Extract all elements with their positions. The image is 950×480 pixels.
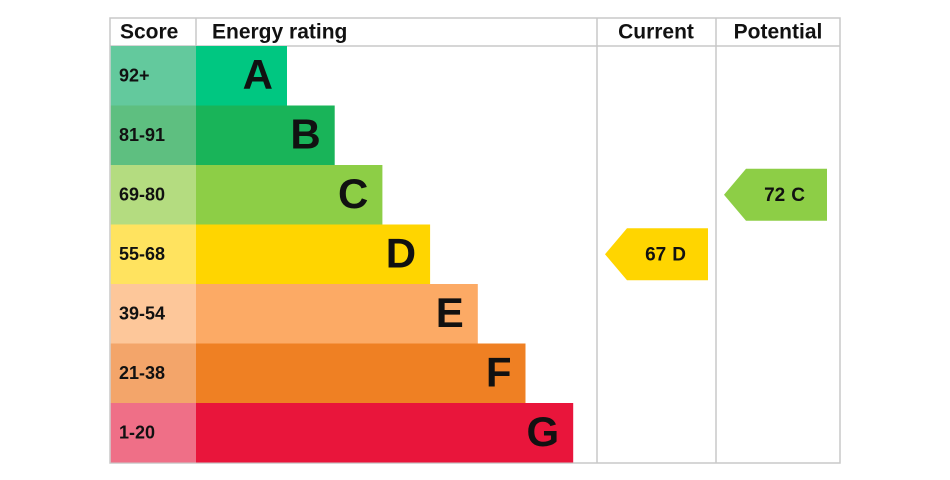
score-cell bbox=[110, 343, 196, 403]
rating-bar bbox=[196, 105, 335, 165]
rating-letter: A bbox=[243, 51, 273, 98]
rating-bar bbox=[196, 284, 478, 344]
rating-bar bbox=[196, 403, 574, 463]
score-range: 1-20 bbox=[119, 423, 155, 443]
score-range: 69-80 bbox=[119, 185, 165, 205]
header-score: Score bbox=[120, 21, 178, 44]
score-cell bbox=[110, 165, 196, 225]
current-score: 67 bbox=[645, 244, 666, 265]
score-cell bbox=[110, 46, 196, 106]
score-cell bbox=[110, 224, 196, 284]
current-rating: D bbox=[672, 244, 686, 265]
rating-letter: D bbox=[386, 229, 416, 276]
rating-bar bbox=[196, 343, 526, 403]
rating-letter: G bbox=[527, 408, 560, 455]
rating-bar bbox=[196, 224, 431, 284]
score-cell bbox=[110, 284, 196, 344]
current-label: 67 D bbox=[645, 244, 686, 265]
score-cell bbox=[110, 403, 196, 463]
rating-letter: F bbox=[486, 348, 512, 395]
rating-bar bbox=[196, 165, 383, 225]
current-arrow bbox=[605, 228, 708, 281]
rating-bar bbox=[196, 46, 287, 106]
score-range: 39-54 bbox=[119, 304, 165, 324]
score-cell bbox=[110, 105, 196, 165]
score-range: 21-38 bbox=[119, 363, 165, 383]
score-range: 92+ bbox=[119, 66, 150, 86]
potential-rating: C bbox=[791, 185, 805, 206]
rating-letter: C bbox=[338, 170, 368, 217]
potential-arrow bbox=[724, 168, 827, 221]
rating-letter: E bbox=[436, 289, 464, 336]
rating-letter: B bbox=[290, 110, 320, 157]
score-range: 81-91 bbox=[119, 125, 165, 145]
potential-label: 72 C bbox=[764, 185, 805, 206]
score-range: 55-68 bbox=[119, 244, 165, 264]
potential-score: 72 bbox=[764, 185, 785, 206]
header-rating: Energy rating bbox=[212, 21, 347, 44]
header-current: Current bbox=[618, 21, 694, 44]
header-potential: Potential bbox=[734, 21, 823, 44]
